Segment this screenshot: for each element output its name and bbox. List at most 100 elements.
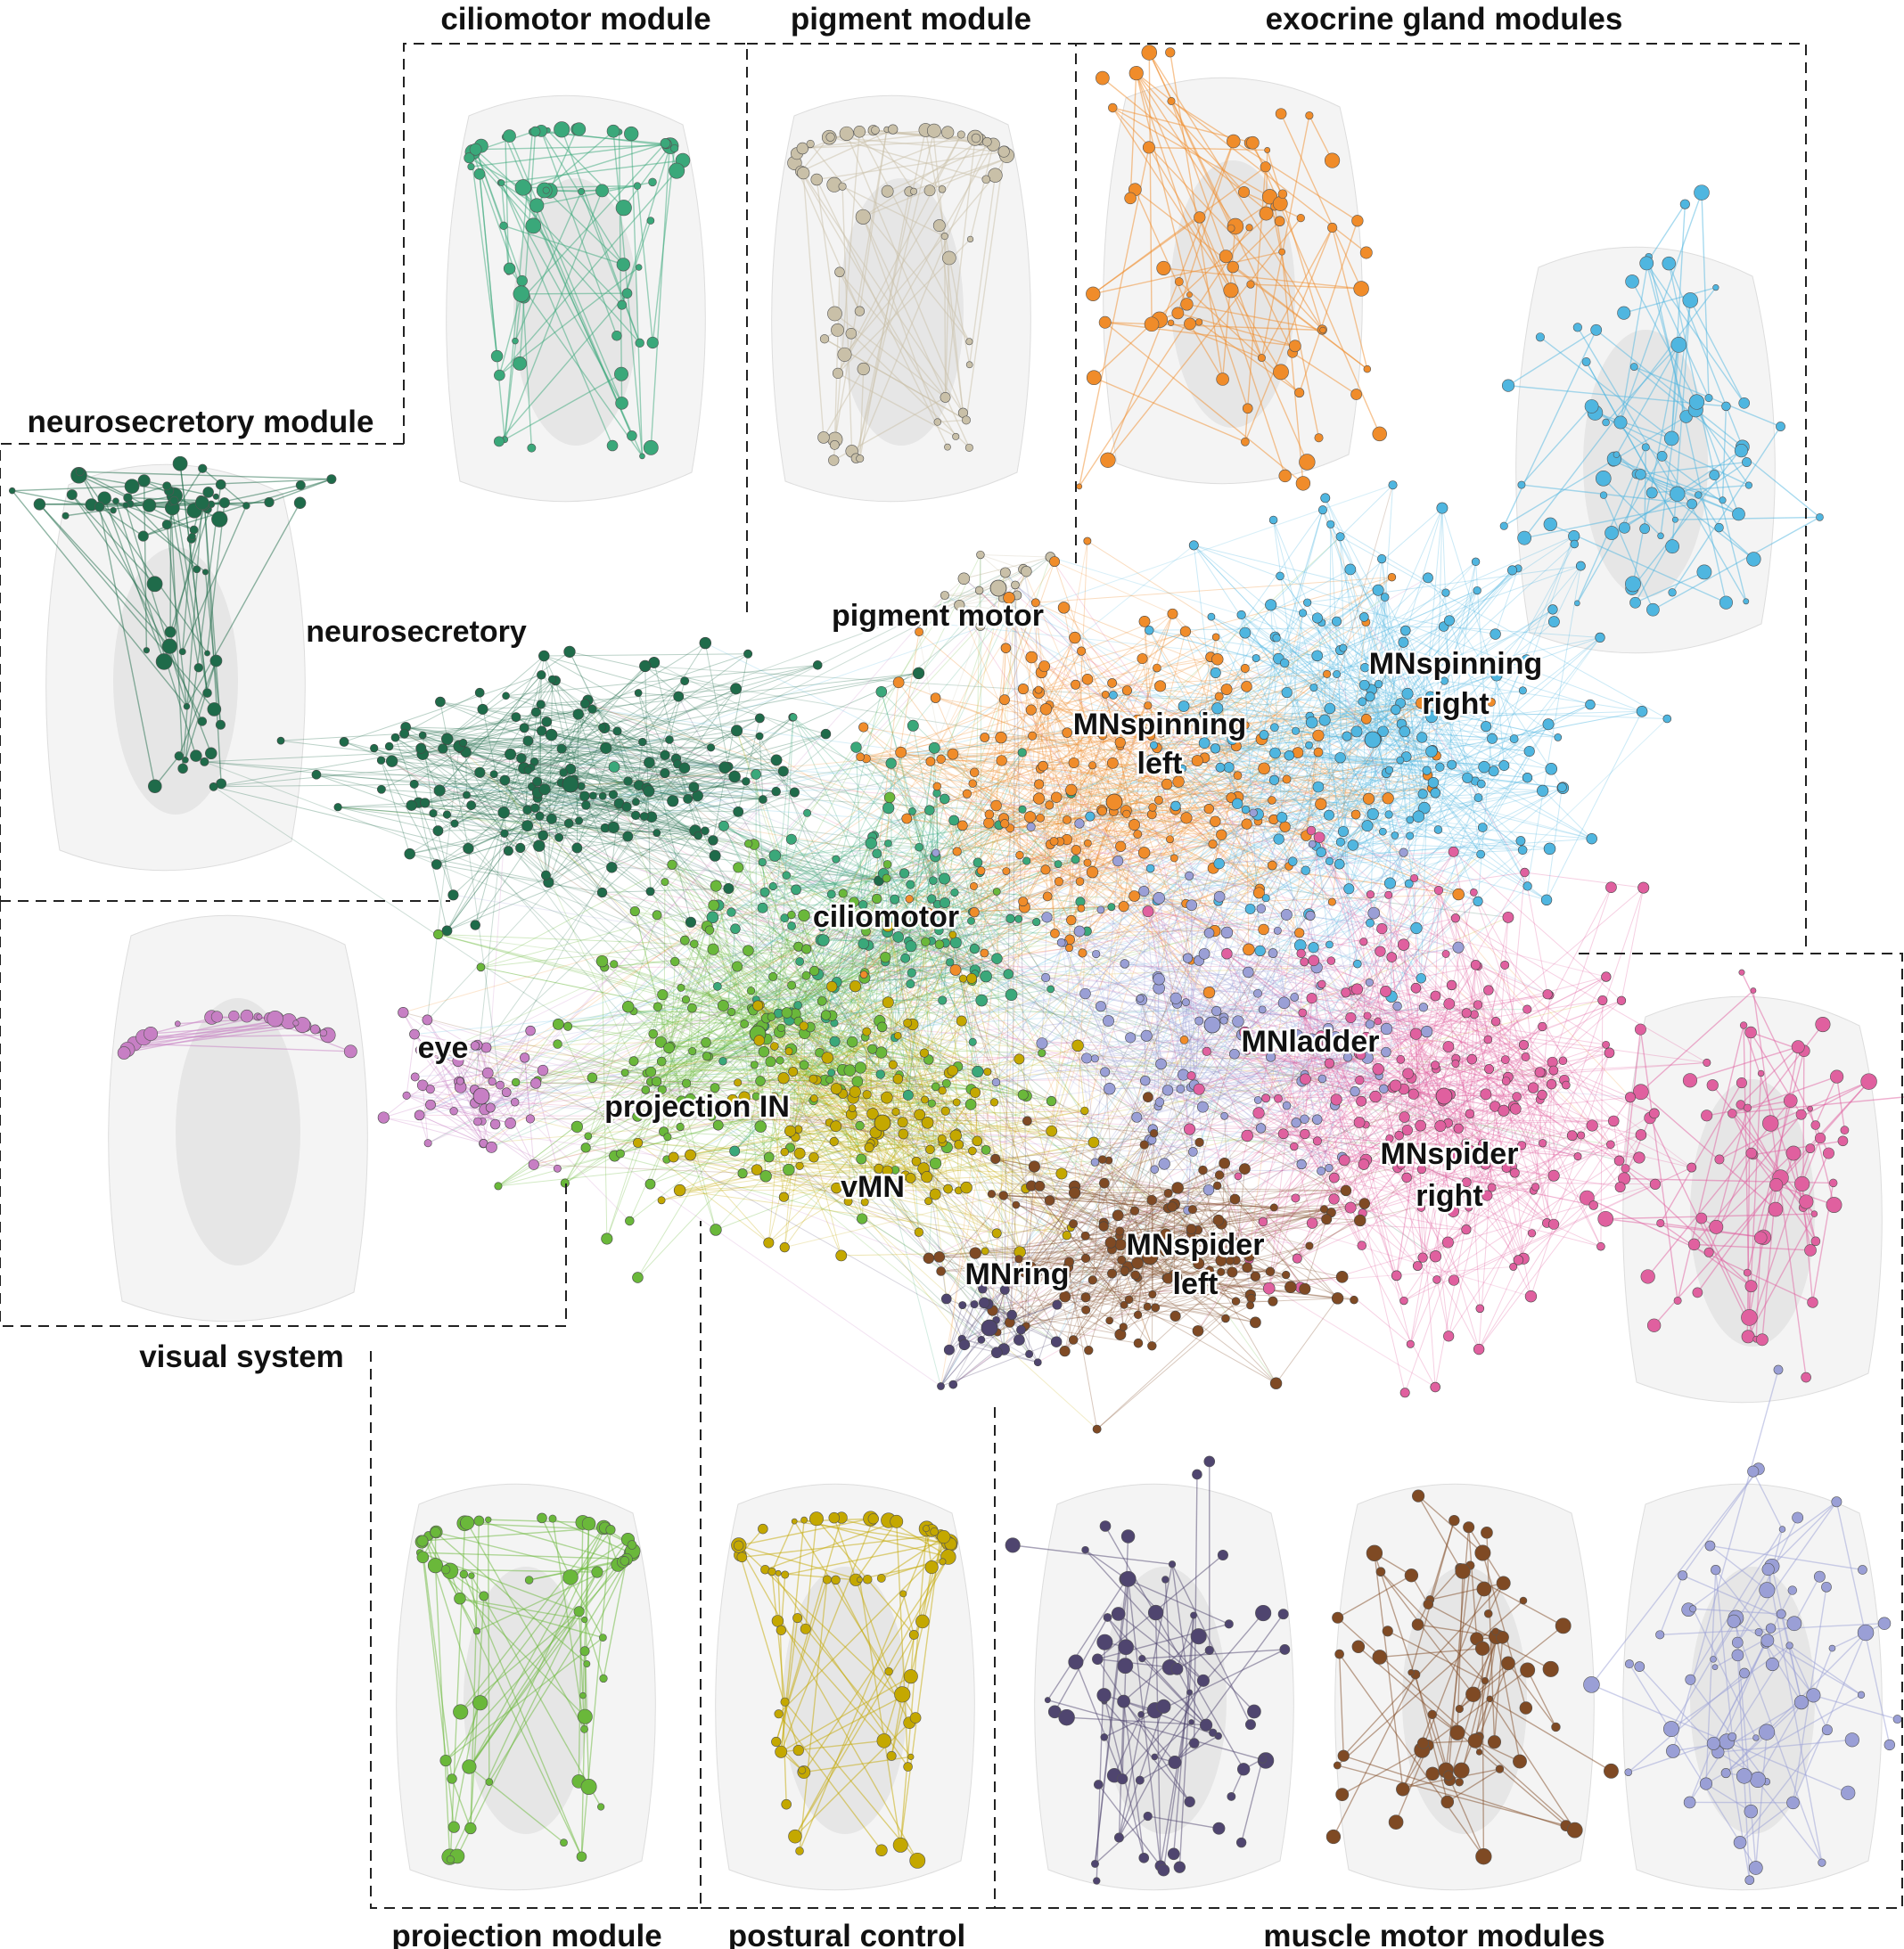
edge [894,792,1072,1038]
edge [316,774,614,796]
soma [1692,1287,1703,1298]
edge [941,1090,1027,1190]
edge [482,703,586,710]
soma [527,443,537,453]
neurite [582,1523,590,1696]
edge [638,692,679,698]
soma [1687,1238,1701,1251]
neurite [833,1517,890,1672]
edge [820,692,882,940]
edge [557,1007,751,1045]
edge [633,1011,787,1013]
soma [516,274,528,287]
render-vmn [715,1483,975,1891]
neurite [1148,147,1282,373]
edge [872,1064,894,1115]
neurite [1675,516,1820,520]
soma [174,1020,181,1028]
edge [580,785,636,803]
edge [790,836,874,1012]
neurite [968,175,997,365]
edge [880,962,951,1075]
edge [1019,855,1215,932]
network-graph [200,480,1711,1434]
edge [430,1104,484,1144]
soma [1486,1695,1494,1703]
neurite [834,129,888,440]
soma [33,498,46,511]
soma [1404,1568,1419,1583]
edge [587,1023,745,1137]
edge [523,727,997,1234]
edge [690,978,973,1156]
soma [827,306,842,322]
edge [923,916,1509,1172]
edge [887,1002,926,1101]
edge [944,902,975,970]
soma [639,453,645,460]
soma [988,168,1003,183]
edge [587,700,689,799]
soma [1728,1109,1737,1118]
soma [1663,1721,1679,1738]
soma [910,187,918,195]
edge [592,708,784,772]
edge [414,680,556,785]
edge [628,770,784,838]
neurite [1136,72,1249,409]
edge [779,1031,1023,1095]
edge [1000,737,1176,810]
soma [1090,1859,1099,1868]
body-core [1690,1567,1815,1834]
soma [964,443,973,452]
edge [931,748,935,899]
edge [774,1095,1095,1143]
edge [439,674,542,791]
neurite [843,175,996,356]
edge [381,760,411,855]
soma [881,184,894,198]
edge [1276,1298,1339,1384]
edge [617,731,694,788]
soma [907,1753,915,1760]
neurite [1710,1544,1768,1591]
edge [866,658,1143,759]
neurite [460,1610,580,1713]
soma [1353,281,1369,297]
soma [1496,1576,1511,1591]
edge [447,761,535,931]
neurite [1672,1369,1779,1752]
soma [1821,1724,1833,1736]
soma [416,1535,429,1547]
edge [562,772,1488,1196]
edge [866,757,1074,764]
edge [479,655,545,774]
edge [835,1126,943,1143]
soma [1453,1762,1470,1779]
soma [1785,1145,1801,1161]
neurite [1752,1154,1817,1242]
edge [732,1024,914,1101]
edge [530,726,603,768]
edge [564,1033,654,1183]
soma [1103,1613,1112,1622]
neurite [862,217,970,448]
neurite [650,145,670,448]
soma [1184,1796,1195,1807]
edge [577,830,695,848]
edge [879,1020,948,1085]
soma [188,532,196,541]
edge [515,1024,559,1083]
edge [625,1067,861,1074]
render-neurosecretory [8,455,337,872]
edge [530,664,818,768]
soma [205,747,217,760]
soma [908,1630,919,1640]
soma [571,122,587,136]
soma [1491,1627,1500,1636]
neurite [498,170,677,376]
edge [438,827,605,831]
neurite [1640,1091,1777,1210]
edge [762,798,1436,1257]
neurite [503,225,624,266]
